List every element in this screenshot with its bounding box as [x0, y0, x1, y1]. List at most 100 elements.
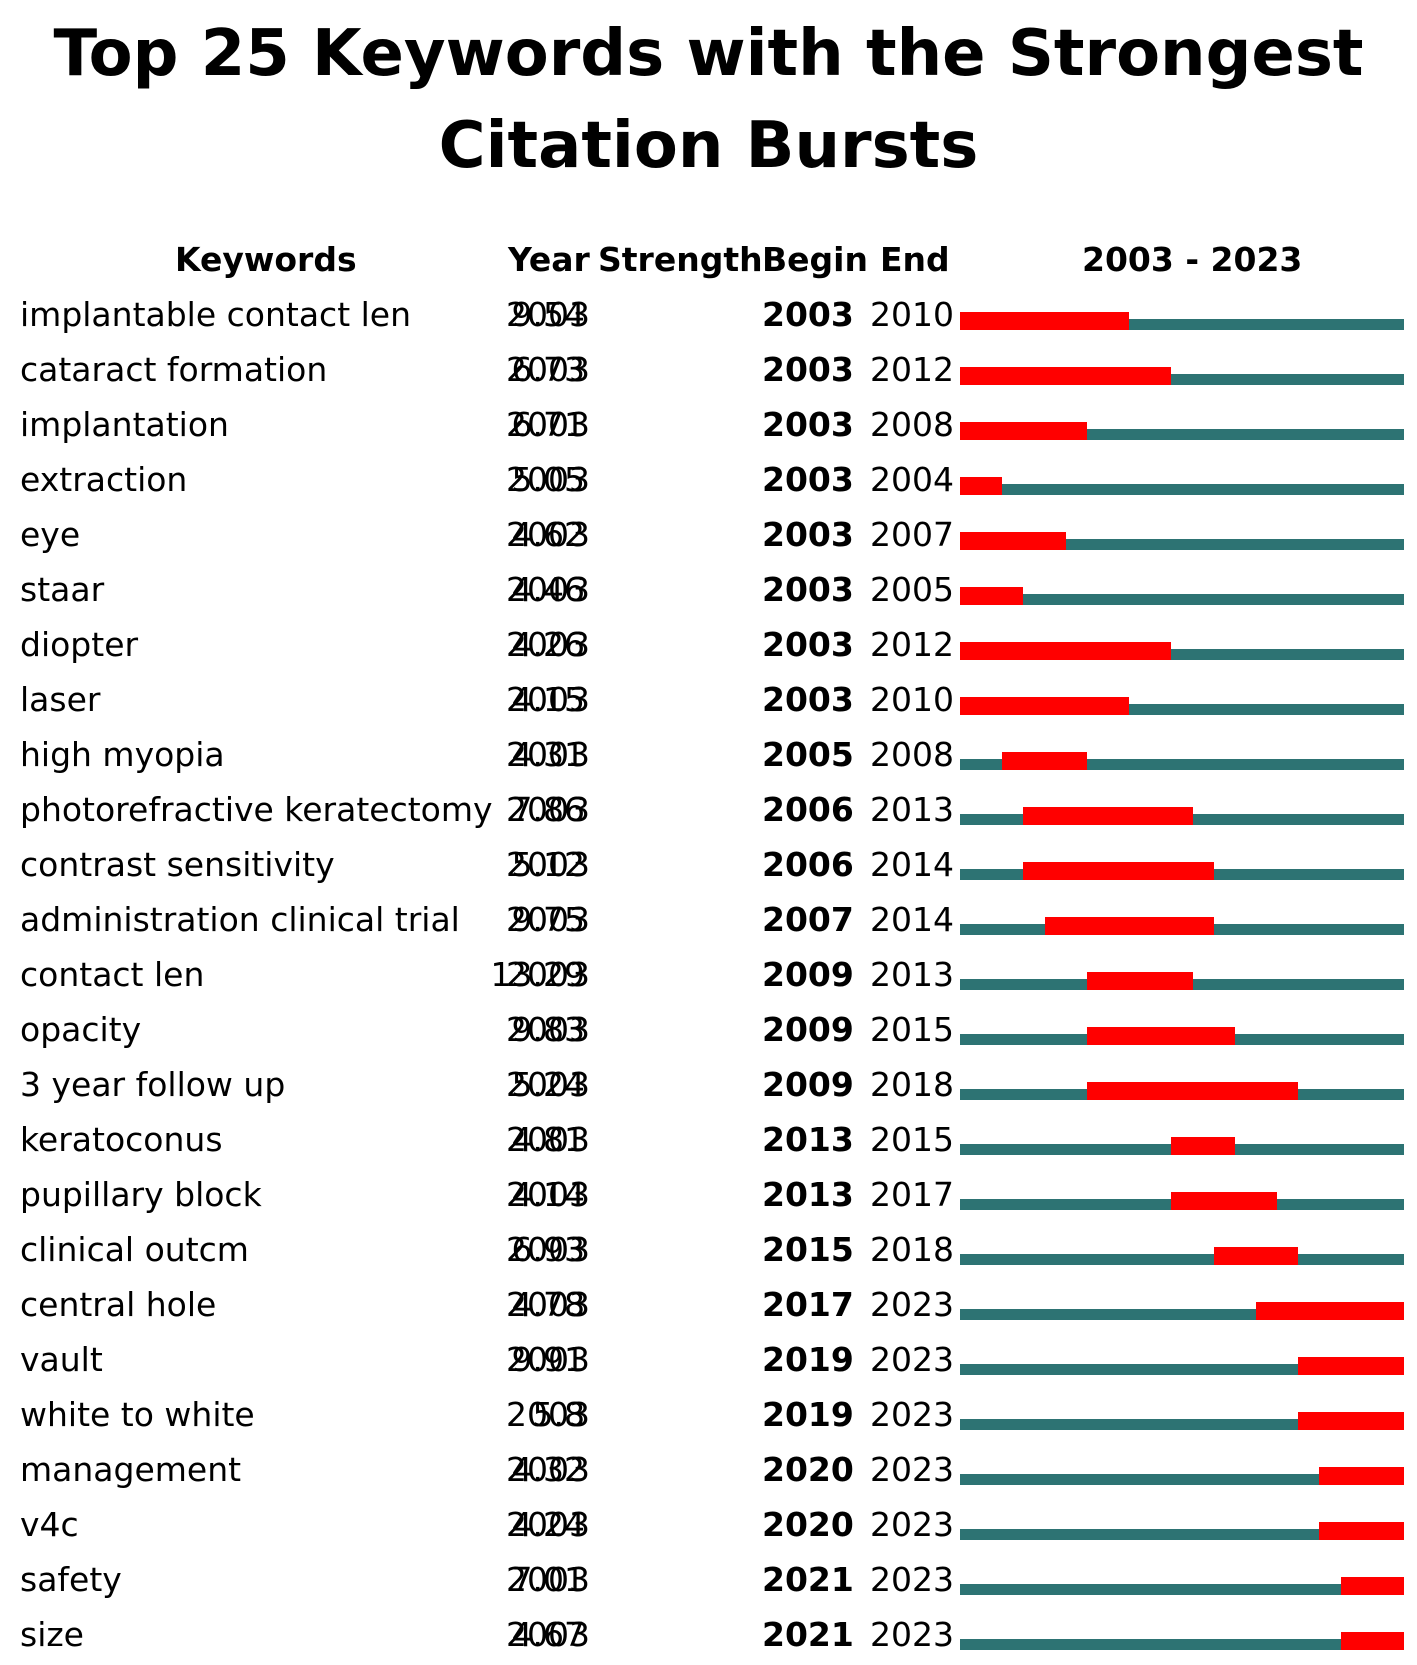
timeline-track: [960, 1529, 1404, 1540]
keyword-label: photorefractive keratectomy: [20, 790, 493, 829]
end-value: 2014: [870, 845, 954, 884]
begin-value: 2003: [762, 625, 854, 664]
strength-value: 6.93: [511, 1230, 585, 1269]
begin-value: 2003: [762, 350, 854, 389]
end-value: 2023: [870, 1285, 954, 1324]
table-row: high myopia 2003 4.31 2005 2008: [0, 727, 1417, 782]
keyword-label: 3 year follow up: [20, 1065, 286, 1104]
begin-value: 2007: [762, 900, 854, 939]
burst-bar: [960, 587, 1024, 605]
year-value: 2003: [506, 625, 590, 664]
timeline-track: [960, 759, 1404, 770]
burst-bar: [1086, 1082, 1299, 1100]
end-value: 2018: [870, 1230, 954, 1269]
strength-value: 4.26: [511, 625, 585, 664]
end-value: 2012: [870, 350, 954, 389]
end-value: 2008: [870, 405, 954, 444]
keyword-label: contact len: [20, 955, 205, 994]
strength-value: 4.67: [511, 1615, 585, 1654]
table-row: keratoconus 2003 4.81 2013 2015: [0, 1112, 1417, 1167]
begin-value: 2020: [762, 1450, 854, 1489]
timeline-track: [960, 484, 1404, 495]
end-value: 2018: [870, 1065, 954, 1104]
table-row: contact len 2003 13.29 2009 2013: [0, 947, 1417, 1002]
end-value: 2017: [870, 1175, 954, 1214]
table-row: pupillary block 2003 4.14 2013 2017: [0, 1167, 1417, 1222]
timeline-track: [960, 649, 1404, 660]
year-value: 2003: [506, 1395, 590, 1434]
begin-value: 2015: [762, 1230, 854, 1269]
strength-value: 4.24: [511, 1505, 585, 1544]
table-row: management 2003 4.32 2020 2023: [0, 1442, 1417, 1497]
strength-value: 4.81: [511, 1120, 585, 1159]
keyword-label: staar: [20, 570, 105, 609]
strength-value: 7.86: [511, 790, 585, 829]
timeline-track: [960, 429, 1404, 440]
timeline-track: [960, 1419, 1404, 1430]
strength-value: 9.83: [511, 1010, 585, 1049]
keyword-label: size: [20, 1615, 84, 1654]
begin-value: 2003: [762, 295, 854, 334]
year-value: 2003: [506, 1615, 590, 1654]
year-value: 2003: [506, 1450, 590, 1489]
strength-value: 5.8: [532, 1395, 585, 1434]
timeline-track: [960, 1364, 1404, 1375]
burst-bar: [1086, 972, 1193, 990]
strength-value: 13.29: [490, 955, 585, 994]
begin-value: 2003: [762, 405, 854, 444]
end-value: 2023: [870, 1505, 954, 1544]
keyword-label: laser: [20, 680, 101, 719]
burst-bar: [1298, 1412, 1404, 1430]
keyword-label: safety: [20, 1560, 122, 1599]
begin-value: 2003: [762, 570, 854, 609]
begin-value: 2003: [762, 460, 854, 499]
burst-bar: [960, 367, 1172, 385]
burst-bar: [1319, 1467, 1404, 1485]
timeline-track: [960, 374, 1404, 385]
begin-value: 2009: [762, 955, 854, 994]
burst-bar: [1319, 1522, 1404, 1540]
burst-bar: [1023, 807, 1193, 825]
header-year: Year: [508, 240, 590, 279]
burst-bar: [1044, 917, 1214, 935]
burst-bar: [1002, 752, 1087, 770]
begin-value: 2006: [762, 845, 854, 884]
year-value: 2003: [506, 405, 590, 444]
year-value: 2003: [506, 845, 590, 884]
table-row: photorefractive keratectomy 2003 7.86 2006 2…: [0, 782, 1417, 837]
burst-bar: [1213, 1247, 1299, 1265]
end-value: 2005: [870, 570, 954, 609]
strength-value: 4.14: [511, 1175, 585, 1214]
table-row: clinical outcm 2003 6.93 2015 2018: [0, 1222, 1417, 1277]
keyword-label: eye: [20, 515, 81, 554]
end-value: 2004: [870, 460, 954, 499]
chart-title-line-1: Top 25 Keywords with the Strongest: [53, 17, 1364, 91]
year-value: 2003: [506, 295, 590, 334]
end-value: 2023: [870, 1615, 954, 1654]
end-value: 2010: [870, 680, 954, 719]
year-value: 2003: [506, 1285, 590, 1324]
begin-value: 2003: [762, 515, 854, 554]
timeline-track: [960, 704, 1404, 715]
table-row: contrast sensitivity 2003 5.12 2006 2014: [0, 837, 1417, 892]
burst-bar: [960, 697, 1130, 715]
strength-value: 4.78: [511, 1285, 585, 1324]
timeline-track: [960, 539, 1404, 550]
strength-value: 6.71: [511, 405, 585, 444]
burst-bar: [960, 642, 1172, 660]
keyword-label: implantation: [20, 405, 229, 444]
timeline-track: [960, 1254, 1404, 1265]
table-row: opacity 2003 9.83 2009 2015: [0, 1002, 1417, 1057]
keyword-label: keratoconus: [20, 1120, 223, 1159]
begin-value: 2019: [762, 1340, 854, 1379]
end-value: 2013: [870, 955, 954, 994]
year-value: 2003: [506, 1505, 590, 1544]
burst-bar: [960, 532, 1066, 550]
strength-value: 9.75: [511, 900, 585, 939]
table-row: diopter 2003 4.26 2003 2012: [0, 617, 1417, 672]
timeline-track: [960, 1584, 1404, 1595]
end-value: 2023: [870, 1560, 954, 1599]
year-value: 2003: [506, 1065, 590, 1104]
table-row: administration clinical trial 2003 9.75 200…: [0, 892, 1417, 947]
header-keywords: Keywords: [175, 240, 357, 279]
